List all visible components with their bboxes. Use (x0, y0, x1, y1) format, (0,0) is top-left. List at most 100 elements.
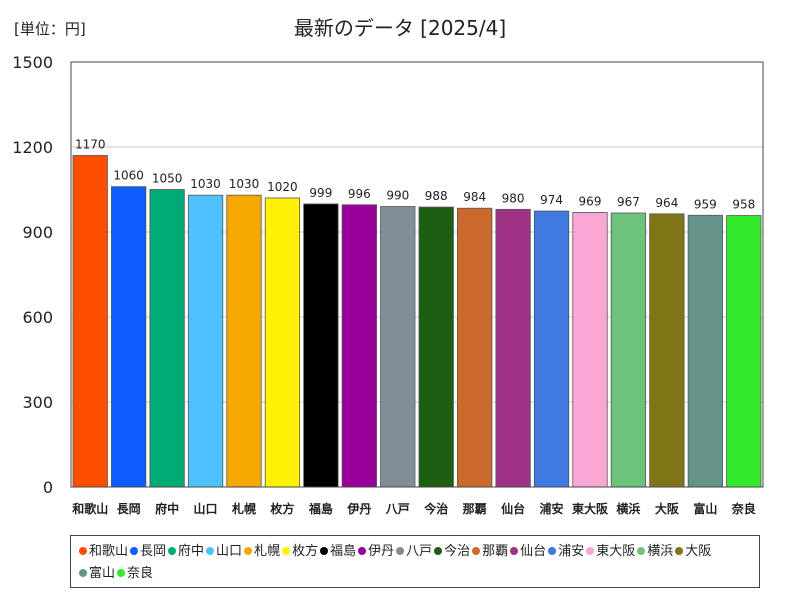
data-labels: 1170 1060 1050 1030 1030 1020 999 996 990 988 984 9… (75, 138, 755, 212)
legend-item: 富山 (79, 563, 115, 585)
legend-item: 伊丹 (358, 541, 394, 563)
x-tick-label: 那覇 (463, 502, 487, 516)
chart-title: 最新のデータ [2025/4] (293, 16, 507, 40)
legend-label: 横浜 (647, 544, 674, 559)
legend-dot (548, 546, 557, 555)
data-label: 959 (694, 197, 717, 211)
bar (264, 197, 301, 488)
data-label: 967 (617, 195, 640, 209)
bar (687, 214, 723, 488)
bar (72, 155, 108, 488)
legend-item: 和歌山 (79, 541, 128, 563)
x-tick-label: 浦安 (540, 501, 564, 516)
x-tick-label: 仙台 (501, 501, 525, 516)
legend-item: 福島 (320, 541, 356, 563)
legend-dot (79, 568, 87, 577)
legend-label: 伊丹 (368, 544, 395, 559)
legend-label: 奈良 (127, 566, 154, 581)
bar (341, 204, 377, 488)
bar (418, 206, 454, 488)
data-label: 1170 (75, 138, 106, 152)
legend-item: 奈良 (117, 563, 153, 585)
x-tick-label: 東大阪 (572, 501, 609, 516)
legend-dot (434, 546, 443, 555)
y-tick-label: 900 (22, 223, 53, 242)
bar (303, 203, 339, 488)
x-tick-label: 和歌山 (71, 501, 108, 516)
unit-label: [単位：円] (14, 20, 86, 38)
data-label: 990 (386, 189, 409, 203)
data-label: 980 (502, 191, 525, 205)
plot-frame (70, 61, 764, 488)
legend-label: 今治 (444, 544, 471, 559)
x-tick-label: 八戸 (385, 502, 410, 516)
legend-label: 和歌山 (89, 544, 129, 559)
legend-label: 山口 (216, 544, 243, 559)
data-label: 974 (540, 193, 563, 207)
bar (457, 207, 493, 488)
legend-item: 山口 (206, 541, 242, 563)
legend-item: 枚方 (282, 541, 318, 563)
legend-label: 枚方 (292, 544, 319, 559)
legend-item: 浦安 (548, 541, 584, 563)
legend-dot (130, 546, 139, 555)
bar (572, 212, 608, 488)
legend-item: 那覇 (472, 541, 508, 563)
data-label: 958 (732, 198, 755, 212)
legend-dot (472, 546, 481, 555)
legend-label: 東大阪 (596, 544, 636, 559)
x-tick-label: 横浜 (616, 501, 640, 516)
legend-dot (320, 546, 329, 555)
data-label: 964 (655, 196, 678, 210)
legend-dot (117, 568, 126, 577)
legend-dot (206, 546, 215, 555)
x-tick-label: 府中 (155, 501, 179, 516)
y-tick-labels: 0 300 600 900 1200 1500 (12, 53, 53, 497)
bar (495, 208, 531, 488)
bar (649, 213, 685, 488)
x-tick-label: 大阪 (655, 501, 680, 516)
bar (187, 194, 224, 488)
legend-dot (282, 546, 291, 555)
legend-label: 長岡 (140, 544, 167, 559)
legend-item: 横浜 (637, 541, 673, 563)
legend-item: 東大阪 (586, 541, 635, 563)
y-tick-label: 300 (22, 393, 53, 412)
legend-dot (358, 546, 367, 555)
bar (726, 215, 762, 488)
legend-item: 仙台 (510, 541, 546, 563)
y-tick-label: 1200 (12, 138, 53, 157)
legend-item: 八戸 (396, 541, 432, 563)
bar (380, 206, 416, 488)
data-label: 984 (463, 190, 486, 204)
legend-item: 大阪 (675, 541, 711, 563)
legend-dot (396, 546, 405, 555)
data-label: 1050 (152, 172, 183, 186)
bar (226, 194, 262, 488)
grid-lines (71, 146, 763, 403)
legend-item: 札幌 (244, 541, 280, 563)
data-label: 969 (579, 194, 602, 208)
data-label: 999 (309, 186, 332, 200)
y-tick-label: 0 (43, 478, 53, 497)
x-tick-label: 富山 (693, 501, 717, 516)
legend-label: 大阪 (685, 544, 712, 559)
bar (533, 210, 570, 488)
bar (111, 186, 147, 488)
x-tick-label: 福島 (308, 501, 333, 516)
data-label: 1030 (190, 177, 221, 191)
legend-dot (586, 546, 595, 555)
legend: 和歌山 長岡 府中 山口 札幌 枚方 福島 伊丹 八戸 今治 那覇 仙台 浦安 東大阪 横浜 大阪富山 奈良 (70, 535, 760, 588)
x-tick-label: 奈良 (731, 501, 756, 516)
legend-label: 福島 (330, 544, 357, 559)
data-label: 988 (425, 189, 448, 203)
legend-item: 府中 (168, 541, 204, 563)
bar (610, 212, 647, 488)
data-label: 1030 (229, 177, 260, 191)
legend-dot (168, 546, 177, 555)
x-tick-label: 伊丹 (346, 501, 371, 516)
data-label: 1020 (267, 180, 298, 194)
legend-item: 長岡 (130, 541, 166, 563)
legend-dot (244, 546, 253, 555)
legend-label: 仙台 (520, 544, 547, 559)
